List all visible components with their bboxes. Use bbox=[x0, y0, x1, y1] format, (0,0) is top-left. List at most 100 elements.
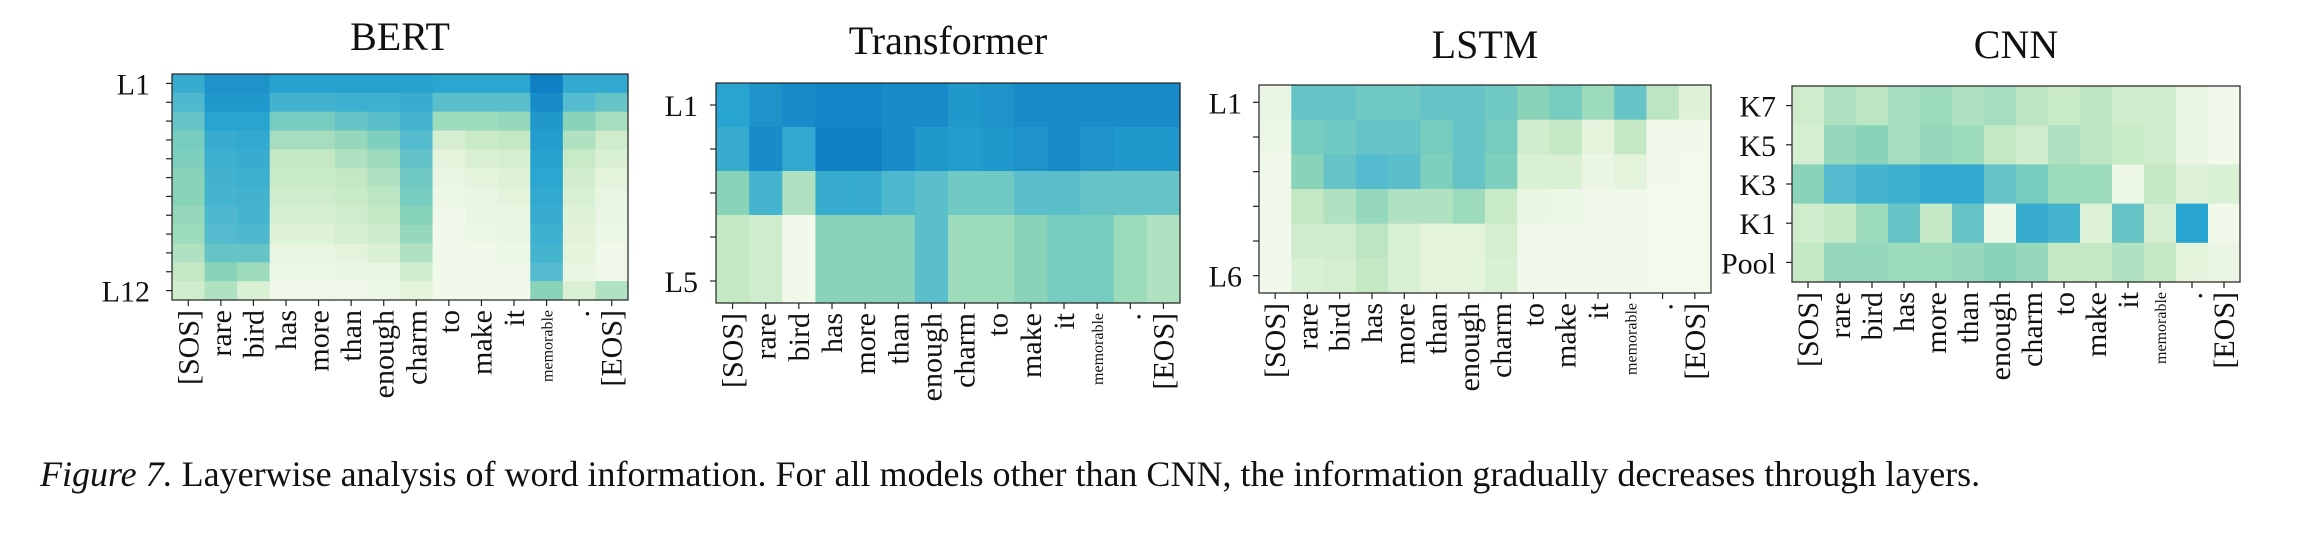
heatmap-cell bbox=[1014, 83, 1049, 128]
heatmap-cell bbox=[562, 168, 597, 188]
heatmap-cell bbox=[2112, 242, 2145, 283]
heatmap-cell bbox=[1452, 223, 1486, 259]
heatmap-cell bbox=[367, 149, 401, 169]
heatmap-cell bbox=[1581, 189, 1615, 225]
heatmap-cell bbox=[2144, 203, 2177, 244]
heatmap-cell bbox=[1614, 154, 1648, 190]
heatmap-cell bbox=[1259, 85, 1292, 121]
heatmap-cell bbox=[1291, 223, 1325, 259]
heatmap-cell bbox=[815, 83, 850, 128]
heatmap-cell bbox=[465, 281, 499, 301]
heatmap-cell bbox=[204, 130, 238, 150]
heatmap-cell bbox=[172, 111, 206, 132]
heatmap-cell bbox=[1517, 154, 1551, 190]
x-token-label: has bbox=[1356, 303, 1389, 343]
x-token-label: memorable bbox=[1623, 303, 1640, 375]
heatmap-cell bbox=[716, 127, 750, 172]
row-label: K7 bbox=[1739, 91, 1776, 124]
heatmap-cell bbox=[465, 149, 499, 169]
heatmap-cell bbox=[465, 187, 499, 207]
heatmap-cell bbox=[1888, 242, 1921, 283]
heatmap-cell bbox=[1014, 259, 1049, 304]
heatmap-cell bbox=[334, 92, 369, 113]
heatmap-cell bbox=[2176, 242, 2209, 283]
heatmap-cell bbox=[172, 74, 206, 94]
heatmap-cell bbox=[815, 259, 850, 304]
heatmap-cell bbox=[1792, 203, 1825, 244]
heatmap-cell bbox=[269, 187, 303, 207]
x-token-label: than bbox=[1952, 292, 1985, 344]
heatmap-cell bbox=[269, 92, 303, 113]
x-token-label: . bbox=[1647, 303, 1680, 311]
plot-frame bbox=[171, 73, 629, 301]
heatmap-cell bbox=[1146, 259, 1181, 304]
heatmap-cell bbox=[237, 74, 271, 94]
heatmap-cell bbox=[1888, 203, 1921, 244]
heatmap-cell bbox=[981, 215, 1015, 260]
heatmap-cell bbox=[1485, 85, 1518, 121]
heatmap-cell bbox=[2176, 164, 2209, 205]
heatmap-cell bbox=[400, 187, 434, 207]
heatmap-cell bbox=[269, 205, 303, 226]
heatmap-cell bbox=[2144, 86, 2177, 126]
heatmap-cell bbox=[237, 243, 271, 263]
heatmap-cell bbox=[302, 92, 336, 113]
heatmap-cell bbox=[302, 281, 336, 301]
heatmap-cell bbox=[2016, 242, 2049, 283]
heatmap-cell bbox=[2080, 164, 2113, 205]
heatmap-cell bbox=[562, 149, 597, 169]
heatmap-cell bbox=[1678, 223, 1712, 259]
heatmap-cell bbox=[204, 74, 238, 94]
heatmap-cell bbox=[1047, 171, 1082, 216]
heatmap-cell bbox=[367, 243, 401, 263]
heatmap-cell bbox=[497, 74, 531, 94]
heatmap-cell bbox=[2016, 203, 2049, 244]
heatmap-cell bbox=[269, 281, 303, 301]
heatmap-cell bbox=[1646, 85, 1680, 121]
heatmap-cell bbox=[1146, 171, 1181, 216]
heatmap-cell bbox=[749, 127, 783, 172]
x-token-label: enough bbox=[1984, 292, 2017, 380]
heatmap-cell bbox=[204, 168, 238, 188]
row-label: L1 bbox=[117, 68, 150, 101]
heatmap-cell bbox=[400, 130, 434, 150]
heatmap-cell bbox=[881, 83, 916, 128]
heatmap-cell bbox=[1824, 86, 1857, 126]
heatmap-cell bbox=[465, 92, 499, 113]
heatmap-cell bbox=[465, 111, 499, 132]
heatmap-cell bbox=[1355, 223, 1389, 259]
heatmap-cell bbox=[367, 168, 401, 188]
heatmap-cell bbox=[1792, 125, 1825, 165]
x-token-label: [EOS] bbox=[1147, 313, 1180, 390]
heatmap-cell bbox=[1080, 259, 1115, 304]
heatmap-cell bbox=[367, 92, 401, 113]
x-token-label: more bbox=[303, 310, 336, 372]
heatmap-cell bbox=[400, 224, 434, 245]
heatmap-cell bbox=[334, 281, 369, 301]
heatmap-cell bbox=[1614, 119, 1648, 155]
heatmap-cell bbox=[1259, 258, 1292, 294]
heatmap-cell bbox=[2048, 86, 2081, 126]
heatmap-cell bbox=[530, 187, 564, 207]
heatmap-cell bbox=[1259, 154, 1292, 190]
heatmap-cell bbox=[981, 171, 1015, 216]
heatmap-cell bbox=[1047, 259, 1082, 304]
heatmap-cell bbox=[782, 259, 817, 304]
heatmap-cell bbox=[1678, 189, 1712, 225]
heatmap-cell bbox=[1014, 171, 1049, 216]
heatmap-cell bbox=[595, 149, 629, 169]
heatmap-cell bbox=[400, 168, 434, 188]
heatmap-cell bbox=[782, 83, 817, 128]
x-token-label: bird bbox=[1324, 303, 1357, 351]
heatmap-cell bbox=[432, 243, 466, 263]
heatmap-cell bbox=[2176, 86, 2209, 126]
heatmap-cell bbox=[595, 243, 629, 263]
heatmap-cell bbox=[749, 215, 783, 260]
heatmap-cell bbox=[432, 149, 466, 169]
heatmap-cell bbox=[948, 127, 982, 172]
heatmap-cell bbox=[848, 127, 883, 172]
heatmap-cell bbox=[269, 243, 303, 263]
heatmap-cell bbox=[1856, 86, 1889, 126]
heatmap-cell bbox=[1113, 127, 1148, 172]
heatmap-cell bbox=[1581, 258, 1615, 294]
